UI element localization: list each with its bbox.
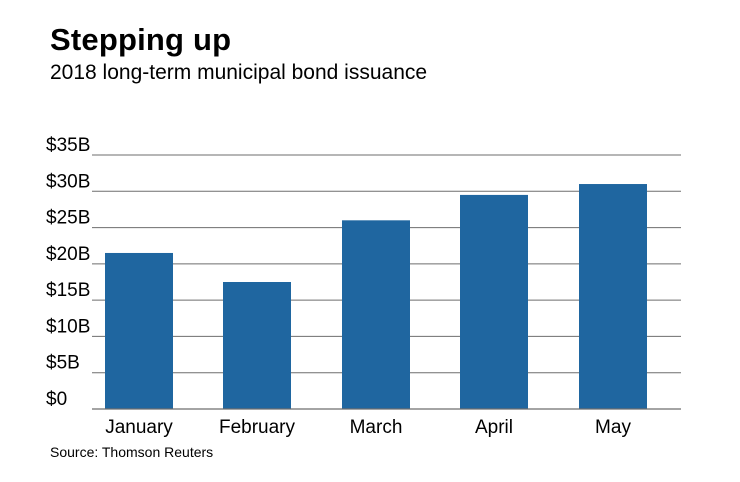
bars	[105, 184, 647, 409]
y-tick-label: $30B	[46, 171, 90, 192]
x-tick-label: February	[219, 417, 296, 438]
y-tick-label: $10B	[46, 316, 90, 337]
source-note: Source: Thomson Reuters	[50, 444, 214, 460]
y-axis-tick-labels: $0 $5B $10B $15B $20B $25B $30B $35B	[46, 135, 90, 410]
bar-april	[460, 194, 528, 409]
y-tick-label: $35B	[46, 135, 90, 156]
x-tick-label: April	[475, 417, 513, 438]
chart-title: Stepping up	[50, 22, 232, 57]
x-tick-label: May	[595, 417, 631, 438]
chart-subtitle: 2018 long-term municipal bond issuance	[50, 61, 428, 84]
bar-january	[105, 252, 173, 409]
y-tick-label: $15B	[46, 280, 90, 301]
y-tick-label: $5B	[46, 353, 80, 374]
bar-march	[342, 220, 410, 409]
x-tick-label: January	[105, 417, 173, 438]
y-tick-label: $25B	[46, 208, 90, 229]
bar-february	[223, 282, 291, 409]
bar-may	[579, 184, 647, 409]
y-tick-label: $20B	[46, 244, 90, 265]
x-tick-label: March	[350, 417, 403, 438]
x-axis-category-labels: January February March April May	[105, 417, 631, 438]
y-tick-label: $0	[46, 389, 67, 410]
